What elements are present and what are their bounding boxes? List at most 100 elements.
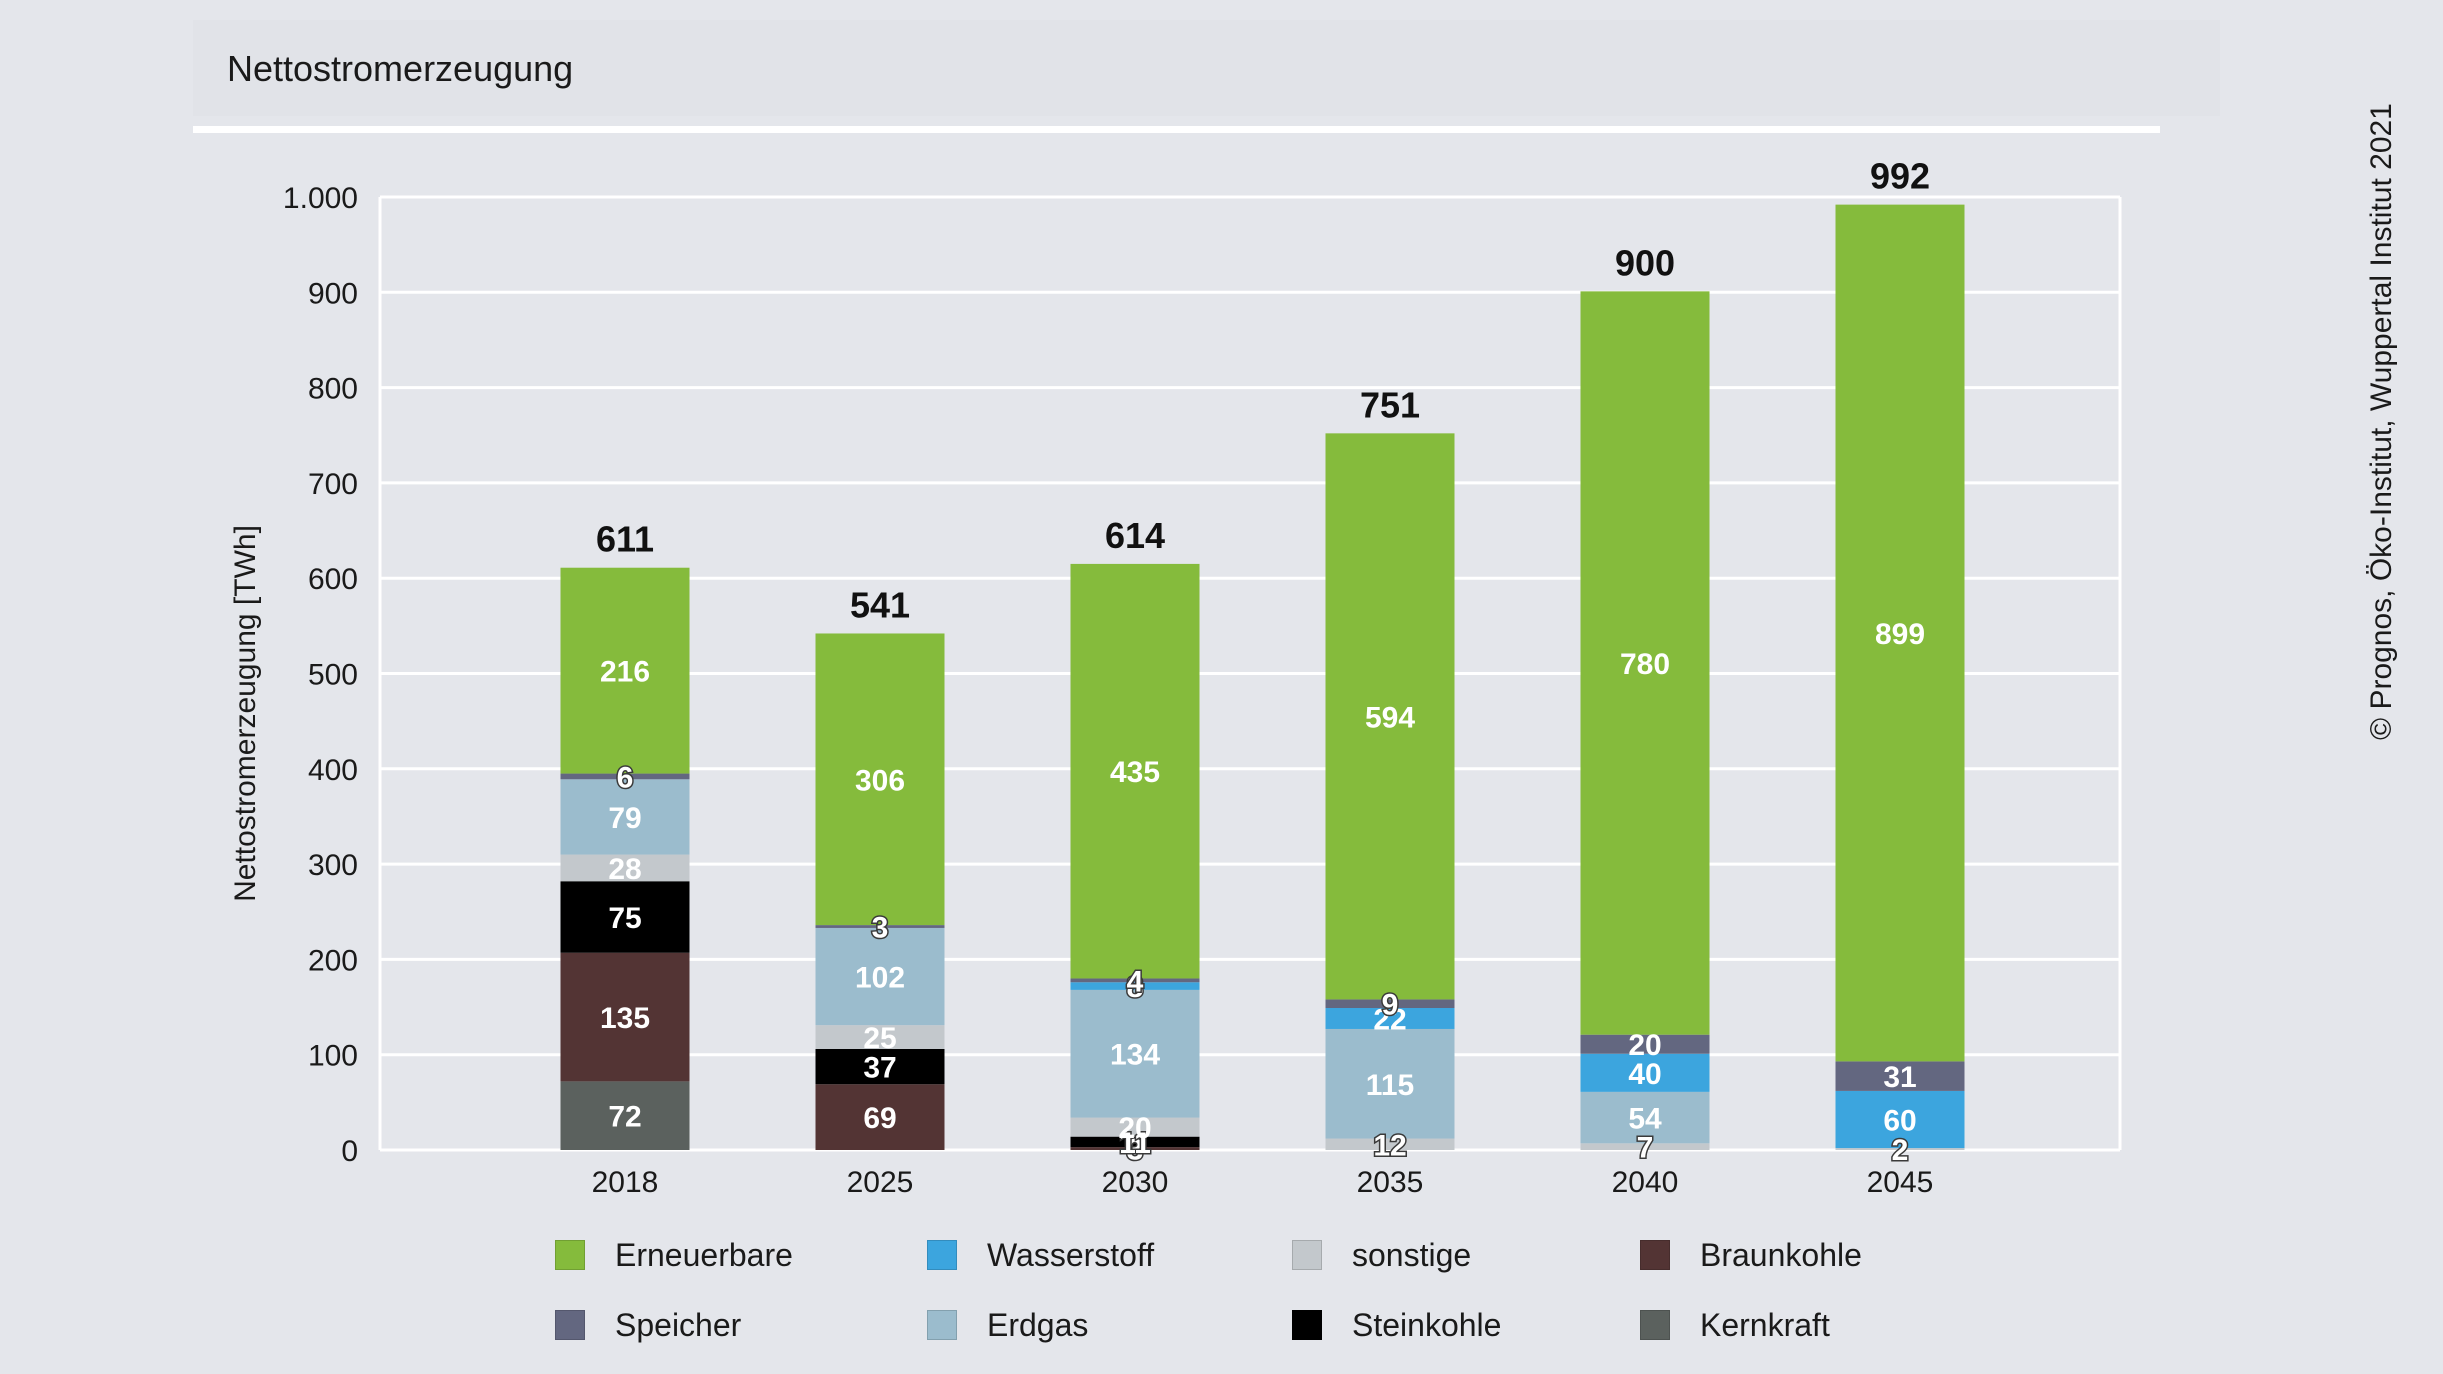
bar-segment xyxy=(1070,982,1200,990)
bar-segment xyxy=(815,1025,945,1049)
chart-legend: Erneuerbare Wasserstoff sonstige Braunkohle… xyxy=(555,1235,2005,1355)
y-tick-label: 1.000 xyxy=(283,182,358,215)
legend-label: Braunkohle xyxy=(1700,1236,1862,1273)
x-tick-label: 2045 xyxy=(1867,1166,1934,1199)
legend-label: Erneuerbare xyxy=(615,1236,793,1273)
y-tick-label: 400 xyxy=(308,754,358,787)
bar-segment xyxy=(815,925,945,928)
legend-label: Speicher xyxy=(615,1306,742,1343)
bar-segment xyxy=(560,779,690,855)
legend-label: sonstige xyxy=(1352,1236,1472,1273)
bar-segment xyxy=(815,1084,945,1150)
data-label: 594 xyxy=(1365,701,1415,734)
data-label: 9 xyxy=(1382,989,1399,1022)
data-label: 22 xyxy=(1373,1003,1406,1036)
data-label: 899 xyxy=(1875,618,1925,651)
legend-swatch xyxy=(927,1240,957,1270)
y-tick-label: 500 xyxy=(308,659,358,692)
data-label: 3 xyxy=(1127,1134,1144,1167)
y-tick-label: 900 xyxy=(308,277,358,310)
chart-title: Nettostromerzeugung xyxy=(227,48,574,89)
data-label: 54 xyxy=(1628,1103,1662,1136)
y-tick-label: 300 xyxy=(308,849,358,882)
total-label: 541 xyxy=(850,584,910,625)
data-label: 60 xyxy=(1883,1105,1916,1138)
data-label: 75 xyxy=(608,902,641,935)
bar-segment xyxy=(815,633,945,926)
x-tick-label: 2035 xyxy=(1357,1166,1424,1199)
x-tick-label: 2018 xyxy=(592,1166,659,1199)
bar-segment xyxy=(560,881,690,953)
x-tick-label: 2040 xyxy=(1612,1166,1679,1199)
data-label: 7 xyxy=(1637,1132,1654,1165)
data-label: 134 xyxy=(1110,1039,1160,1072)
data-label: 31 xyxy=(1883,1061,1916,1094)
legend-label: Wasserstoff xyxy=(987,1236,1155,1273)
bar-segment xyxy=(1580,291,1710,1035)
data-label: 8 xyxy=(1127,971,1144,1004)
legend-label: Erdgas xyxy=(987,1306,1089,1343)
data-label: 69 xyxy=(863,1102,896,1135)
x-tick-label: 2025 xyxy=(847,1166,914,1199)
copyright-text: © Prognos, Öko-Institut, Wuppertal Insti… xyxy=(2365,103,2398,740)
y-tick-label: 200 xyxy=(308,944,358,977)
bar-segment xyxy=(1835,1061,1965,1091)
legend-item: Steinkohle xyxy=(1292,1305,1501,1345)
data-label: 20 xyxy=(1628,1029,1661,1062)
total-label: 751 xyxy=(1360,384,1420,425)
bar-segment xyxy=(1070,563,1200,979)
bar-segment xyxy=(1580,1143,1710,1150)
data-label: 3 xyxy=(872,912,889,945)
bar-segment xyxy=(1325,1138,1455,1150)
data-label: 79 xyxy=(608,802,641,835)
legend-item: sonstige xyxy=(1292,1235,1471,1275)
data-label: 25 xyxy=(863,1022,896,1055)
data-label: 115 xyxy=(1366,1069,1414,1102)
title-divider xyxy=(193,126,2160,133)
total-label: 900 xyxy=(1615,242,1675,283)
bar-segment xyxy=(1325,999,1455,1009)
legend-item: Kernkraft xyxy=(1640,1305,1830,1345)
legend-swatch xyxy=(1640,1310,1670,1340)
legend-item: Braunkohle xyxy=(1640,1235,1862,1275)
bar-segment xyxy=(1580,1053,1710,1092)
legend-item: Wasserstoff xyxy=(927,1235,1154,1275)
legend-swatch xyxy=(1640,1240,1670,1270)
data-label: 12 xyxy=(1373,1129,1406,1162)
bar-segment xyxy=(1070,1117,1200,1137)
y-tick-label: 0 xyxy=(341,1135,358,1168)
bar-segment xyxy=(1325,433,1455,1000)
y-tick-label: 800 xyxy=(308,373,358,406)
data-label: 72 xyxy=(608,1101,641,1134)
data-label: 435 xyxy=(1110,756,1160,789)
total-label: 992 xyxy=(1870,156,1930,197)
bar-segment xyxy=(1835,1090,1965,1149)
bar-segment xyxy=(1580,1034,1710,1054)
bar-segment xyxy=(815,927,945,1026)
bar-segment xyxy=(560,1081,690,1150)
legend-item: Erneuerbare xyxy=(555,1235,793,1275)
bar-segment xyxy=(815,1048,945,1085)
bar-segment xyxy=(1835,1148,1965,1150)
bar-segment xyxy=(560,952,690,1082)
data-label: 6 xyxy=(617,761,634,794)
bar-segment xyxy=(1070,978,1200,983)
bar-segment xyxy=(560,854,690,882)
data-label: 306 xyxy=(855,764,905,797)
legend-item: Erdgas xyxy=(927,1305,1088,1345)
bar-segment xyxy=(1325,1008,1455,1029)
legend-swatch xyxy=(927,1310,957,1340)
bar-segment xyxy=(1325,1028,1455,1139)
legend-swatch xyxy=(1292,1310,1322,1340)
title-band xyxy=(193,20,2220,116)
bar-segment xyxy=(1070,989,1200,1118)
total-label: 614 xyxy=(1105,515,1165,556)
legend-swatch xyxy=(555,1240,585,1270)
data-label: 20 xyxy=(1118,1112,1151,1145)
data-label: 135 xyxy=(600,1002,650,1035)
data-label: 40 xyxy=(1628,1058,1661,1091)
copyright-note: © Prognos, Öko-Institut, Wuppertal Insti… xyxy=(2365,40,2405,740)
total-label: 611 xyxy=(596,519,654,560)
y-axis-label: Nettostromerzeugung [TWh] xyxy=(229,525,262,902)
